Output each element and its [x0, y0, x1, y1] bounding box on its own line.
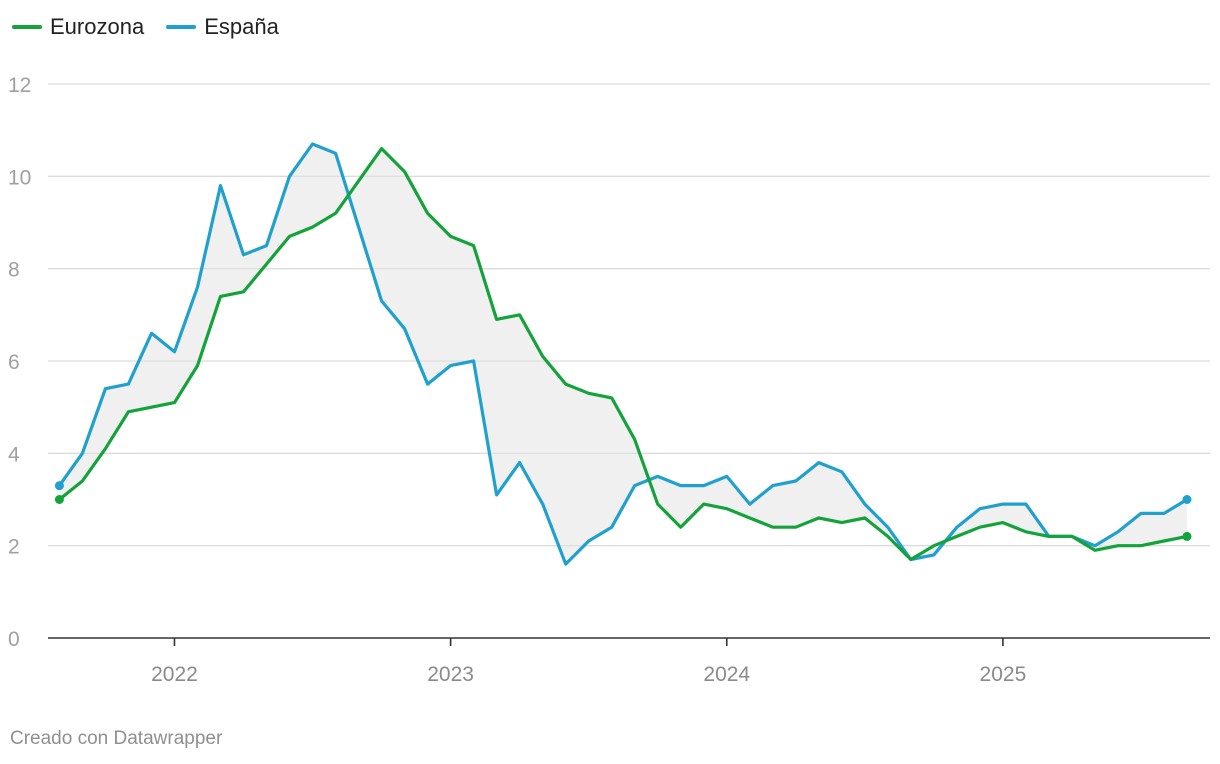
legend-label-eurozona: Eurozona [50, 14, 145, 39]
chart-legend: Eurozona España [12, 14, 279, 40]
legend-label-espana: España [204, 14, 279, 39]
x-tick-label-2023: 2023 [427, 663, 474, 686]
y-tick-label-4: 4 [8, 443, 20, 466]
x-axis [48, 637, 1210, 646]
series-line-espana [57, 142, 1189, 566]
tick-labels: 0 2 4 6 8 10 12 2022 2023 2024 2025 [8, 74, 1026, 686]
y-tick-label-8: 8 [8, 259, 20, 282]
series-start-point-eurozona [54, 495, 64, 504]
x-tick-label-2024: 2024 [703, 663, 750, 686]
y-tick-label-2: 2 [8, 536, 20, 559]
series-lines [54, 142, 1192, 566]
y-tick-label-0: 0 [8, 628, 20, 651]
x-tick-label-2022: 2022 [151, 663, 198, 686]
legend-item-eurozona[interactable]: Eurozona [12, 14, 144, 40]
difference-fill [59, 144, 1187, 565]
y-tick-label-12: 12 [8, 74, 31, 97]
difference-area [59, 144, 1187, 565]
legend-swatch-eurozona [12, 25, 42, 29]
y-tick-label-6: 6 [8, 351, 20, 374]
legend-swatch-espana [166, 25, 197, 29]
legend-item-espana[interactable]: España [166, 14, 279, 40]
series-end-point-eurozona [1182, 531, 1192, 541]
series-end-point-espana [1182, 495, 1192, 504]
series-line-eurozona [57, 147, 1189, 562]
datawrapper-credit: Creado con Datawrapper [10, 728, 223, 749]
y-tick-label-10: 10 [8, 166, 31, 189]
series-start-point-espana [54, 481, 64, 491]
x-tick-label-2025: 2025 [980, 663, 1027, 686]
